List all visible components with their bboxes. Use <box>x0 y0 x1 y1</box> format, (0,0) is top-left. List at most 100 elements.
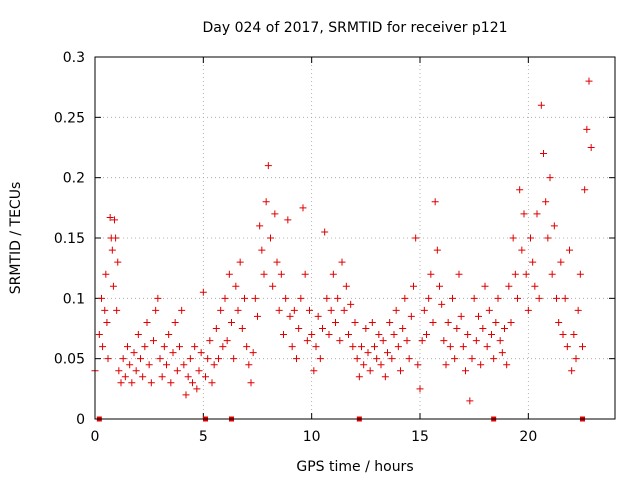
data-point <box>527 234 534 242</box>
data-point <box>407 312 415 320</box>
data-point <box>418 337 426 345</box>
data-point <box>217 306 225 314</box>
data-point <box>518 246 526 254</box>
data-point <box>546 174 554 182</box>
data-point <box>557 258 565 266</box>
data-point <box>173 367 181 375</box>
data-point <box>271 210 279 218</box>
data-point <box>520 210 528 218</box>
data-point <box>134 331 142 339</box>
data-point <box>247 379 255 387</box>
data-point <box>537 101 545 109</box>
data-point <box>353 355 361 363</box>
data-point <box>308 331 316 339</box>
data-point <box>342 282 350 290</box>
data-point <box>152 306 160 314</box>
data-point <box>334 294 342 302</box>
data-point <box>121 373 129 381</box>
data-point <box>282 294 290 302</box>
data-point <box>165 331 173 339</box>
data-point <box>585 77 593 85</box>
data-point <box>423 331 430 339</box>
y-tick-label: 0.1 <box>63 291 85 307</box>
data-point <box>464 331 472 339</box>
data-point <box>245 361 253 369</box>
data-point <box>99 343 107 351</box>
data-point <box>505 282 513 290</box>
data-point <box>392 306 400 314</box>
data-point <box>202 373 209 381</box>
data-point <box>280 331 287 339</box>
data-point <box>182 391 190 399</box>
data-point <box>351 318 359 326</box>
data-point <box>221 294 229 302</box>
data-point <box>444 318 452 326</box>
data-point <box>542 198 550 206</box>
data-point <box>362 325 370 332</box>
data-point <box>189 379 196 387</box>
data-point <box>453 325 461 332</box>
data-point <box>139 373 147 381</box>
data-point <box>215 355 222 363</box>
plot-area-border <box>94 56 616 420</box>
data-point <box>103 318 111 326</box>
data-point <box>158 373 166 381</box>
data-point <box>108 246 116 254</box>
data-point <box>147 379 155 387</box>
data-point <box>427 270 435 278</box>
data-point <box>570 331 578 339</box>
data-point <box>299 204 307 212</box>
data-point <box>550 222 558 230</box>
data-point <box>375 331 383 339</box>
data-point <box>210 361 218 369</box>
data-point <box>114 258 122 266</box>
data-point <box>312 343 320 351</box>
data-point <box>225 270 233 278</box>
data-point <box>132 367 140 375</box>
data-point <box>293 355 300 363</box>
data-point <box>488 331 495 339</box>
y-tick-label: 0.3 <box>63 50 85 66</box>
data-point <box>145 361 153 369</box>
data-point <box>267 234 274 242</box>
data-point <box>386 318 394 326</box>
data-point <box>455 270 463 278</box>
data-point <box>193 385 201 393</box>
data-point <box>238 325 246 332</box>
data-point <box>199 288 207 296</box>
data-point <box>208 379 216 387</box>
data-point <box>284 216 292 224</box>
data-point <box>429 318 437 326</box>
data-point <box>563 343 571 351</box>
data-point <box>290 306 298 314</box>
data-point <box>206 337 214 345</box>
data-point <box>373 355 381 363</box>
data-point <box>475 312 482 320</box>
data-point <box>416 385 424 393</box>
data-point <box>169 349 177 357</box>
data-point <box>228 318 235 326</box>
data-point <box>360 361 368 369</box>
data-point <box>329 270 337 278</box>
data-point <box>507 318 515 326</box>
data-point <box>101 306 109 314</box>
data-point <box>269 282 277 290</box>
data-point <box>321 228 329 236</box>
data-point <box>472 337 480 345</box>
data-point <box>277 270 285 278</box>
data-point <box>492 318 500 326</box>
data-point <box>128 379 136 387</box>
data-point <box>275 306 283 314</box>
data-point <box>160 343 168 351</box>
data-point <box>397 367 404 375</box>
chart-title: Day 024 of 2017, SRMTID for receiver p12… <box>202 20 507 36</box>
data-point <box>112 234 120 242</box>
data-point <box>336 337 344 345</box>
data-point <box>410 282 417 290</box>
data-point <box>459 343 467 351</box>
data-point <box>180 361 188 369</box>
data-point <box>124 343 131 351</box>
data-point <box>191 343 199 351</box>
